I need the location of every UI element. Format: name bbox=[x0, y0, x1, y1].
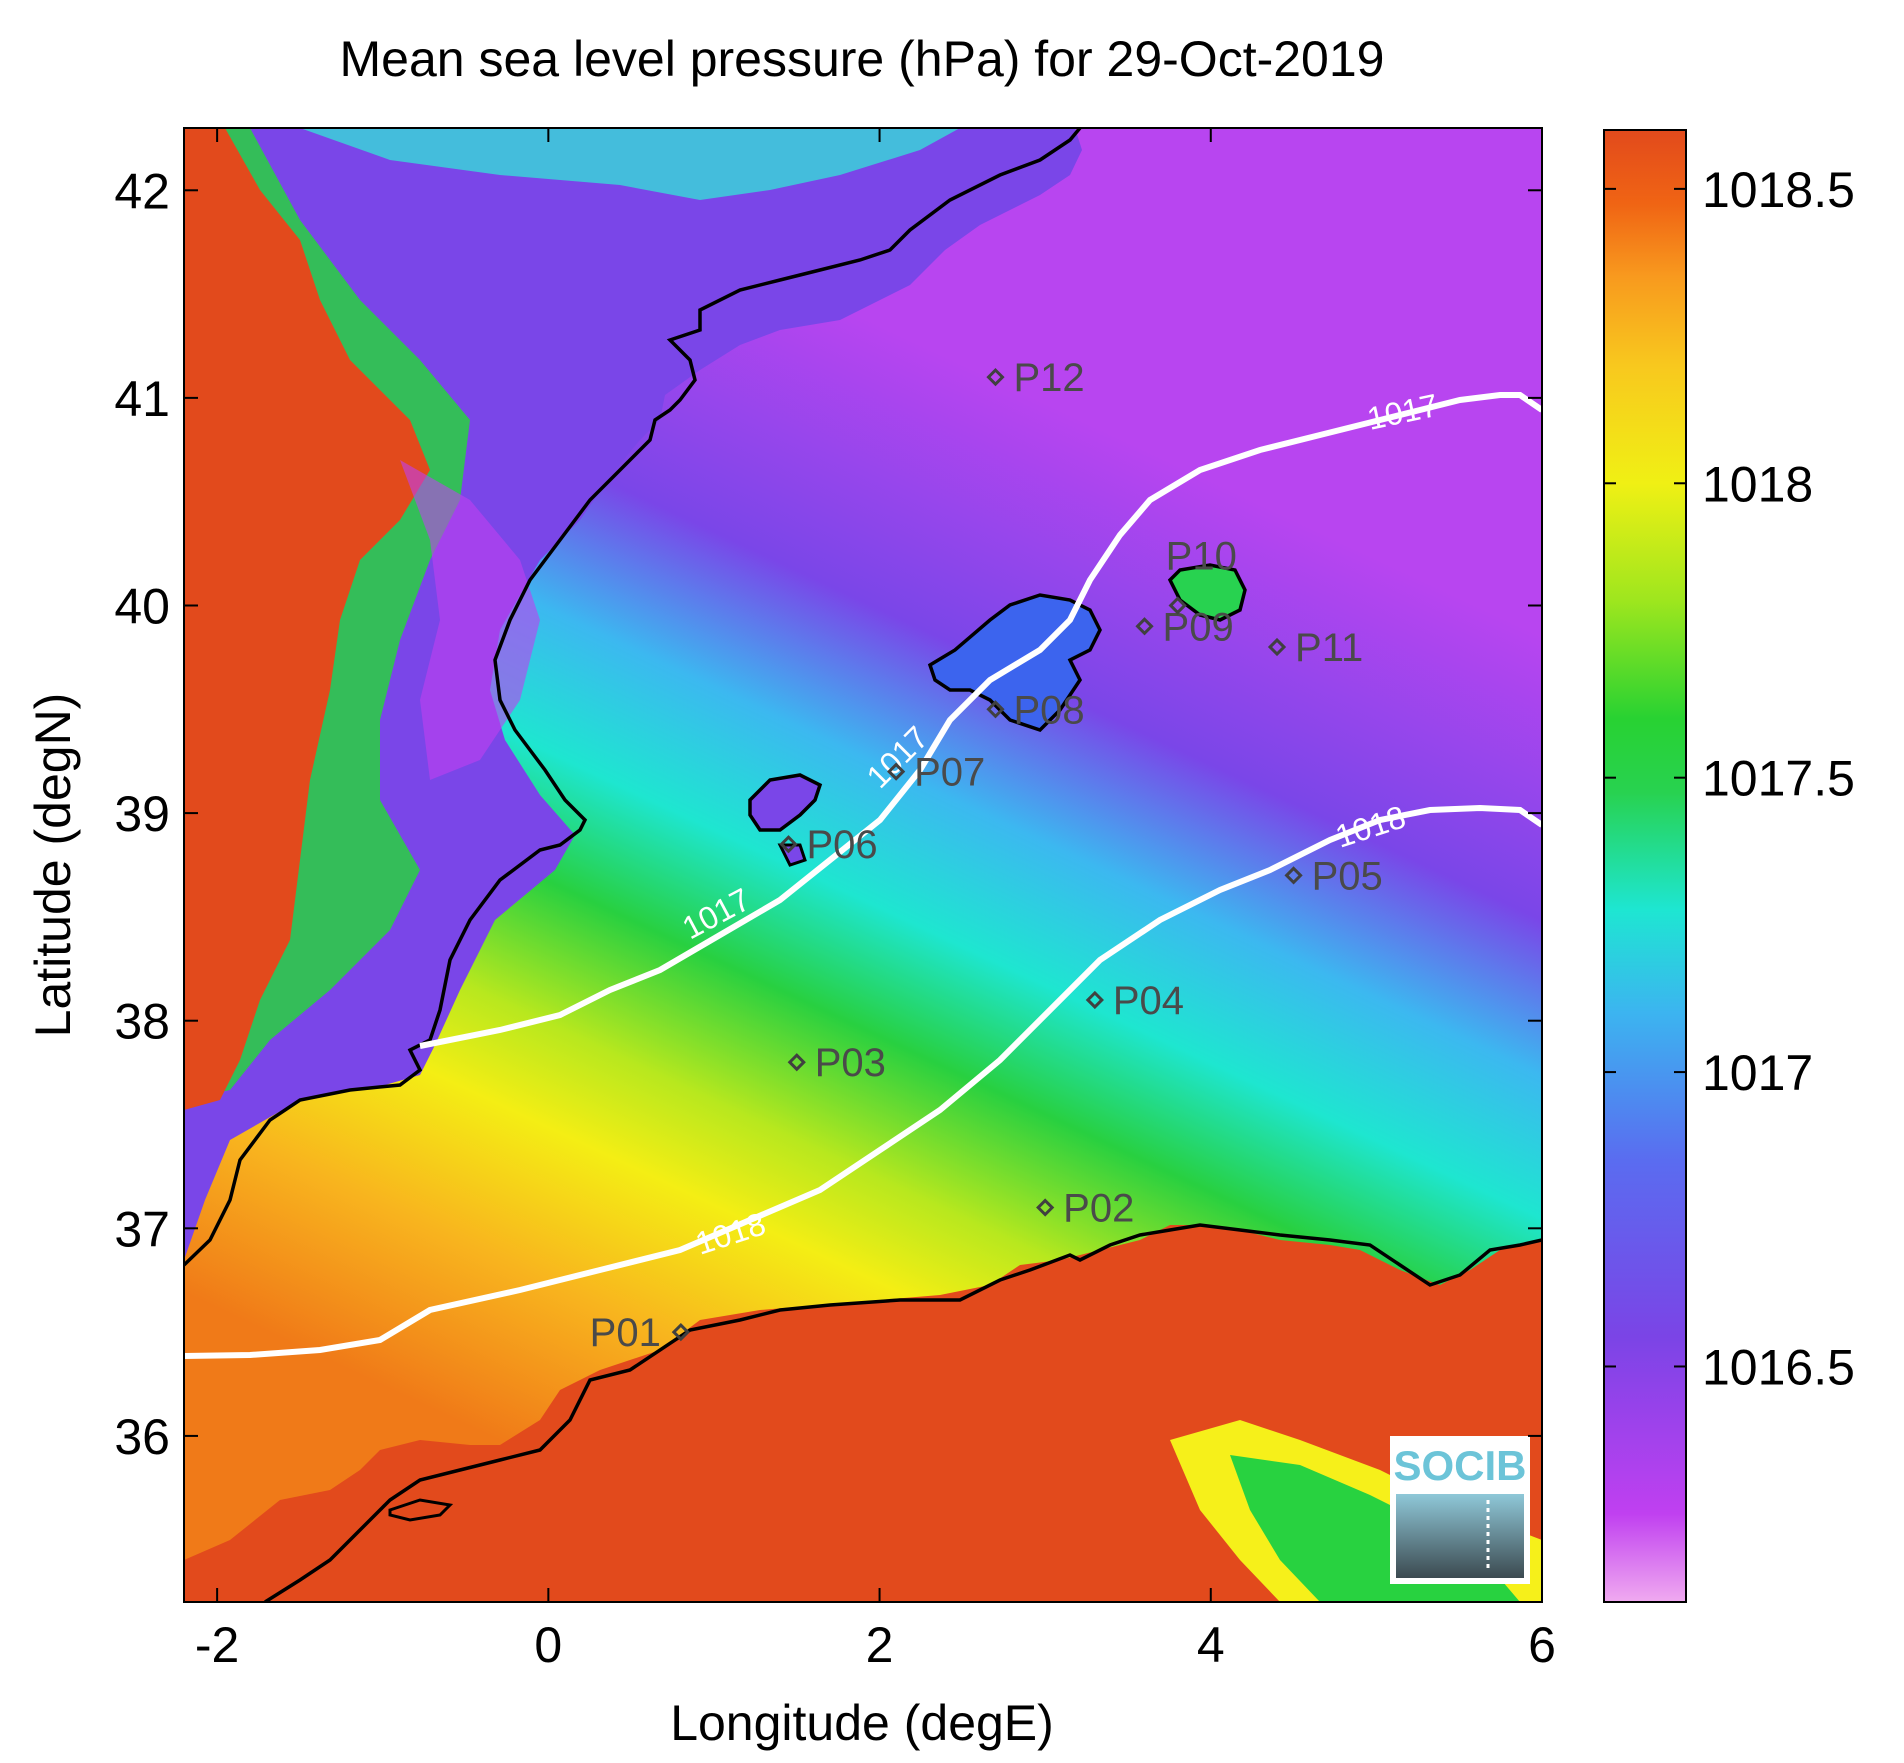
x-axis-ticks: -2 0 2 4 6 bbox=[195, 128, 1556, 1673]
plot-frame bbox=[183, 127, 1543, 1603]
colorbar-tick-label: 1016.5 bbox=[1702, 1339, 1855, 1395]
y-axis-ticks: 36 37 38 39 40 41 42 bbox=[114, 163, 1542, 1465]
x-axis-label: Longitude (degE) bbox=[670, 1695, 1054, 1751]
x-tick-label: -2 bbox=[195, 1617, 239, 1673]
station-marker bbox=[787, 1053, 806, 1072]
y-tick-label: 39 bbox=[114, 786, 170, 842]
y-tick-label: 40 bbox=[114, 578, 170, 634]
colorbar-tick-label: 1017.5 bbox=[1702, 751, 1855, 807]
station-label: P11 bbox=[1295, 626, 1363, 670]
station-marker bbox=[779, 835, 798, 854]
figure-title: Mean sea level pressure (hPa) for 29-Oct… bbox=[340, 31, 1385, 87]
north-africa-coastline bbox=[264, 1223, 1542, 1602]
station-p05: P05 bbox=[1284, 854, 1383, 898]
x-tick-label: 2 bbox=[866, 1617, 894, 1673]
station-label: P12 bbox=[1013, 356, 1084, 400]
station-label: P07 bbox=[914, 751, 985, 795]
station-marker bbox=[1135, 617, 1154, 636]
station-p08: P08 bbox=[986, 688, 1085, 732]
y-tick-label: 41 bbox=[114, 371, 170, 427]
contour-1017 bbox=[419, 392, 1542, 1049]
station-marker bbox=[986, 368, 1005, 387]
menorca-island bbox=[1167, 563, 1247, 622]
y-axis-label: Latitude (degN) bbox=[25, 693, 81, 1038]
colorbar-tick-label: 1018 bbox=[1702, 456, 1813, 512]
station-label: P02 bbox=[1063, 1187, 1134, 1231]
y-tick-label: 36 bbox=[114, 1409, 170, 1465]
station-marker bbox=[1036, 1198, 1055, 1217]
colorbar-ticks: 1016.5 1017 1017.5 1018 1018.5 bbox=[1604, 162, 1855, 1395]
station-label: P09 bbox=[1163, 605, 1234, 649]
station-p04: P04 bbox=[1085, 979, 1184, 1023]
station-p07: P07 bbox=[887, 751, 985, 795]
land-terrain-north bbox=[184, 128, 960, 200]
contour-1018 bbox=[184, 804, 1542, 1359]
map-plot-area: 1017 1017 1017 1018 1018 P01P02P03P04P05… bbox=[184, 128, 1542, 1602]
station-label: P10 bbox=[1166, 534, 1237, 578]
station-p10: P10 bbox=[1166, 534, 1237, 615]
y-tick-label: 42 bbox=[114, 163, 170, 219]
station-marker bbox=[986, 700, 1005, 719]
land-high-pressure-west bbox=[184, 128, 430, 1110]
station-p02: P02 bbox=[1036, 1187, 1134, 1231]
station-label: P04 bbox=[1113, 979, 1184, 1023]
station-marker bbox=[1085, 990, 1104, 1010]
station-marker bbox=[1284, 866, 1303, 885]
station-marker bbox=[671, 1322, 690, 1342]
station-label: P08 bbox=[1013, 688, 1084, 732]
colorbar-tick-label: 1018.5 bbox=[1702, 162, 1855, 218]
land-terrain-coastal bbox=[400, 460, 540, 780]
socib-logo: SOCIB bbox=[1390, 1436, 1530, 1584]
station-marker bbox=[1267, 637, 1287, 657]
station-p03: P03 bbox=[787, 1041, 886, 1085]
station-label: P06 bbox=[806, 823, 877, 867]
station-marker bbox=[887, 762, 906, 781]
x-tick-label: 0 bbox=[534, 1617, 562, 1673]
ibiza-island bbox=[748, 773, 823, 832]
station-label: P05 bbox=[1312, 854, 1383, 898]
alboran-island bbox=[388, 1498, 454, 1522]
y-tick-label: 38 bbox=[114, 994, 170, 1050]
colorbar bbox=[1603, 129, 1687, 1603]
station-marker bbox=[1168, 596, 1187, 615]
y-tick-label: 37 bbox=[114, 1201, 170, 1257]
station-p06: P06 bbox=[779, 823, 878, 867]
colorbar-tick-label: 1017 bbox=[1702, 1045, 1813, 1101]
station-p12: P12 bbox=[986, 356, 1085, 400]
x-tick-label: 6 bbox=[1528, 1617, 1556, 1673]
logo-text: SOCIB bbox=[1393, 1442, 1526, 1489]
station-markers: P01 P02 P03 P04 P05 P06 P07 P08 P09 P10 P11 P12 bbox=[590, 356, 1383, 1355]
station-label: P03 bbox=[815, 1041, 886, 1085]
iberia-coastline bbox=[184, 128, 1082, 1267]
x-tick-label: 4 bbox=[1197, 1617, 1225, 1673]
station-p01: P01 bbox=[590, 1311, 690, 1355]
station-p09: P09 bbox=[1135, 605, 1234, 649]
station-label: P01 bbox=[590, 1311, 661, 1355]
station-p11: P11 bbox=[1267, 626, 1363, 670]
